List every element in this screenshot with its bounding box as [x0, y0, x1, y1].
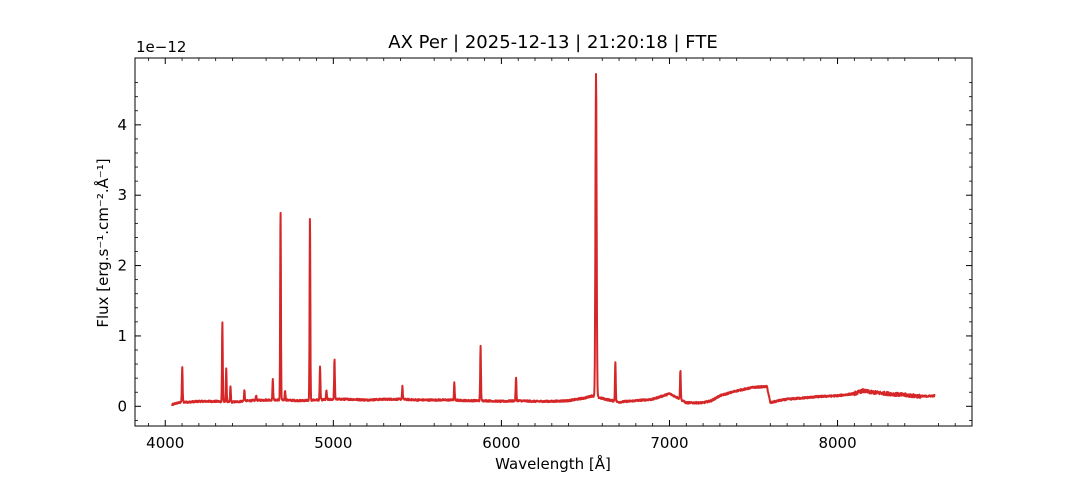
y-tick-label: 4	[117, 116, 127, 134]
y-axis-label: Flux [erg.s⁻¹.cm⁻².Å⁻¹]	[93, 158, 112, 327]
plot-area: 4000 5000 6000 7000 8000 0 1 2 3 4	[117, 57, 973, 452]
x-tick-label: 8000	[818, 434, 856, 452]
x-axis-label: Wavelength [Å]	[495, 454, 611, 473]
y-offset-label: 1e−12	[136, 38, 186, 56]
spectrum-series-line	[171, 73, 936, 407]
y-tick-label: 0	[117, 397, 127, 415]
plot-frame	[134, 57, 973, 427]
y-axis: 0 1 2 3 4	[117, 82, 972, 421]
x-tick-label: 7000	[650, 434, 688, 452]
x-tick-label: 6000	[482, 434, 520, 452]
chart-title: AX Per | 2025-12-13 | 21:20:18 | FTE	[388, 32, 717, 53]
x-tick-label: 5000	[314, 434, 352, 452]
x-tick-label: 4000	[146, 434, 184, 452]
y-tick-label: 1	[117, 327, 127, 345]
y-tick-label: 2	[117, 257, 127, 275]
x-axis: 4000 5000 6000 7000 8000	[146, 58, 956, 452]
y-tick-label: 3	[117, 186, 127, 204]
